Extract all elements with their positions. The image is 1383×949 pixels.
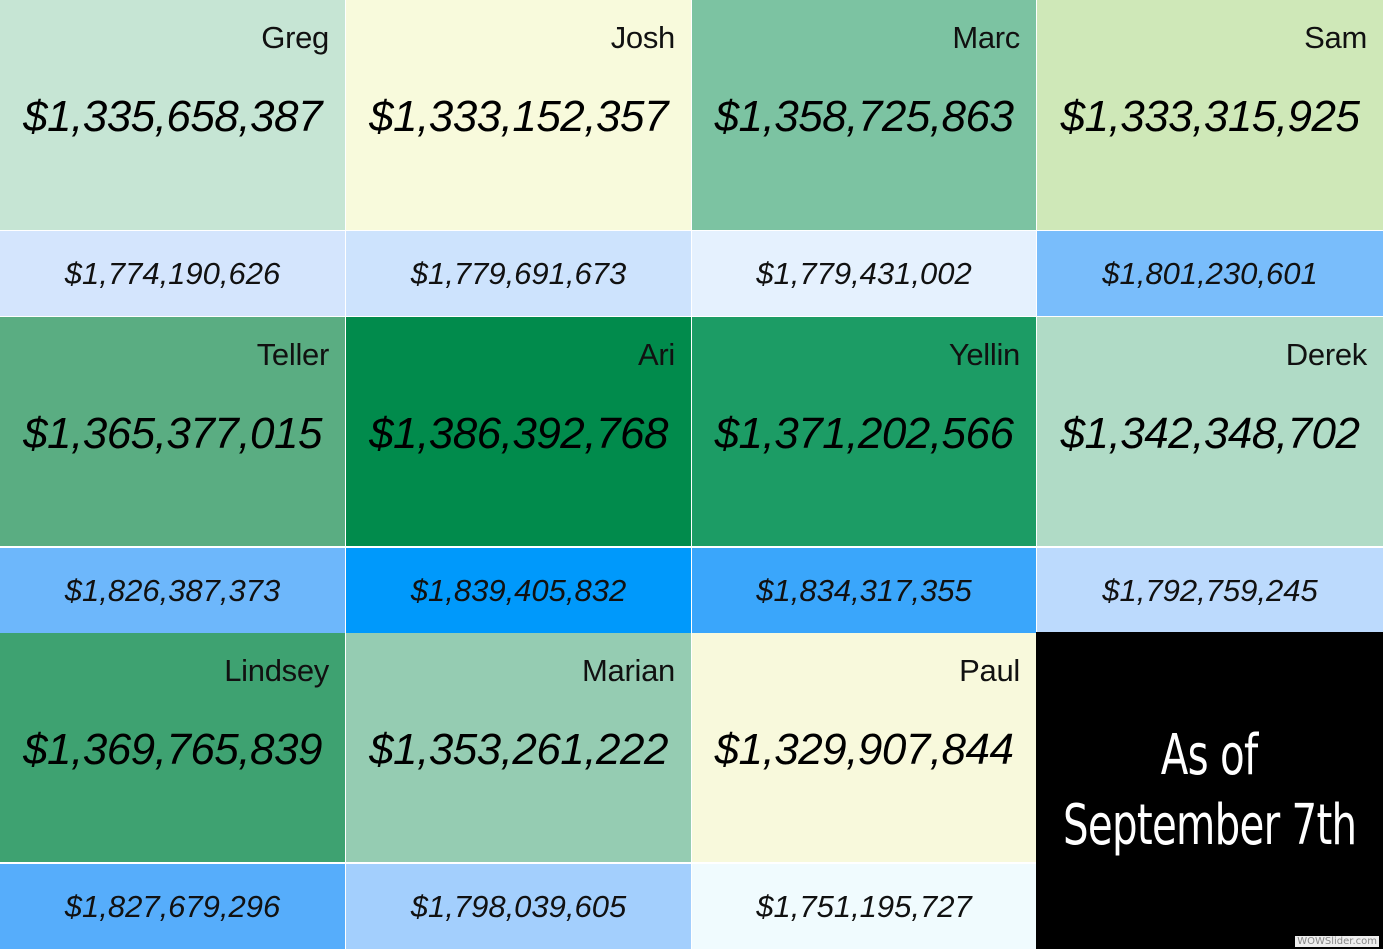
player-panel: Marian $1,353,261,222 xyxy=(346,633,691,862)
player-name: Paul xyxy=(959,653,1020,688)
player-name: Ari xyxy=(638,337,675,372)
secondary-panel: $1,779,691,673 xyxy=(346,231,691,316)
secondary-panel: $1,779,431,002 xyxy=(692,231,1036,316)
secondary-panel: $1,839,405,832 xyxy=(346,548,691,633)
secondary-amount: $1,798,039,605 xyxy=(410,888,627,924)
primary-amount: $1,353,261,222 xyxy=(369,725,668,774)
primary-amount: $1,371,202,566 xyxy=(714,409,1014,458)
player-panel: Derek $1,342,348,702 xyxy=(1037,317,1383,546)
player-name: Marian xyxy=(582,653,675,688)
primary-amount: $1,365,377,015 xyxy=(23,409,322,458)
player-panel: Greg $1,335,658,387 xyxy=(0,0,345,230)
player-name: Marc xyxy=(952,20,1020,55)
secondary-amount: $1,834,317,355 xyxy=(756,572,972,608)
primary-amount: $1,358,725,863 xyxy=(714,92,1014,141)
player-name: Derek xyxy=(1285,337,1368,372)
watermark: WOWSlider.com xyxy=(1295,936,1379,947)
player-panel: Ari $1,386,392,768 xyxy=(346,317,691,546)
secondary-panel: $1,826,387,373 xyxy=(0,548,345,633)
secondary-panel: $1,798,039,605 xyxy=(346,864,691,949)
player-name: Teller xyxy=(256,337,330,372)
as-of-date: September 7th xyxy=(1062,792,1357,858)
player-panel: Paul $1,329,907,844 xyxy=(692,633,1036,862)
secondary-amount: $1,751,195,727 xyxy=(756,888,972,924)
primary-amount: $1,342,348,702 xyxy=(1060,409,1360,458)
secondary-amount: $1,774,190,626 xyxy=(64,255,281,291)
primary-amount: $1,369,765,839 xyxy=(23,725,322,774)
secondary-panel: $1,827,679,296 xyxy=(0,864,345,949)
player-name: Greg xyxy=(261,20,329,55)
player-name: Sam xyxy=(1304,20,1367,55)
player-panel: Josh $1,333,152,357 xyxy=(346,0,691,230)
secondary-amount: $1,826,387,373 xyxy=(64,572,281,608)
player-name: Lindsey xyxy=(224,653,329,688)
secondary-amount: $1,779,431,002 xyxy=(756,255,972,291)
secondary-amount: $1,792,759,245 xyxy=(1102,572,1318,608)
secondary-amount: $1,779,691,673 xyxy=(410,255,627,291)
secondary-panel: $1,801,230,601 xyxy=(1037,231,1383,316)
player-panel: Marc $1,358,725,863 xyxy=(692,0,1036,230)
primary-amount: $1,335,658,387 xyxy=(23,92,322,141)
primary-amount: $1,333,152,357 xyxy=(369,92,668,141)
player-panel: Sam $1,333,315,925 xyxy=(1037,0,1383,230)
secondary-panel: $1,774,190,626 xyxy=(0,231,345,316)
primary-amount: $1,386,392,768 xyxy=(369,409,668,458)
secondary-panel: $1,834,317,355 xyxy=(692,548,1036,633)
primary-amount: $1,329,907,844 xyxy=(714,725,1014,774)
player-panel: Lindsey $1,369,765,839 xyxy=(0,633,345,862)
secondary-panel: $1,792,759,245 xyxy=(1037,548,1383,633)
as-of-label: As of xyxy=(1161,722,1258,788)
secondary-panel: $1,751,195,727 xyxy=(692,864,1036,949)
player-panel: Yellin $1,371,202,566 xyxy=(692,317,1036,546)
player-name: Josh xyxy=(610,20,676,55)
secondary-amount: $1,827,679,296 xyxy=(64,888,281,924)
player-name: Yellin xyxy=(948,337,1020,372)
player-panel: Teller $1,365,377,015 xyxy=(0,317,345,546)
secondary-amount: $1,801,230,601 xyxy=(1102,255,1318,291)
primary-amount: $1,333,315,925 xyxy=(1060,92,1360,141)
secondary-amount: $1,839,405,832 xyxy=(410,572,627,608)
as-of-panel: As of September 7th xyxy=(1036,632,1383,949)
